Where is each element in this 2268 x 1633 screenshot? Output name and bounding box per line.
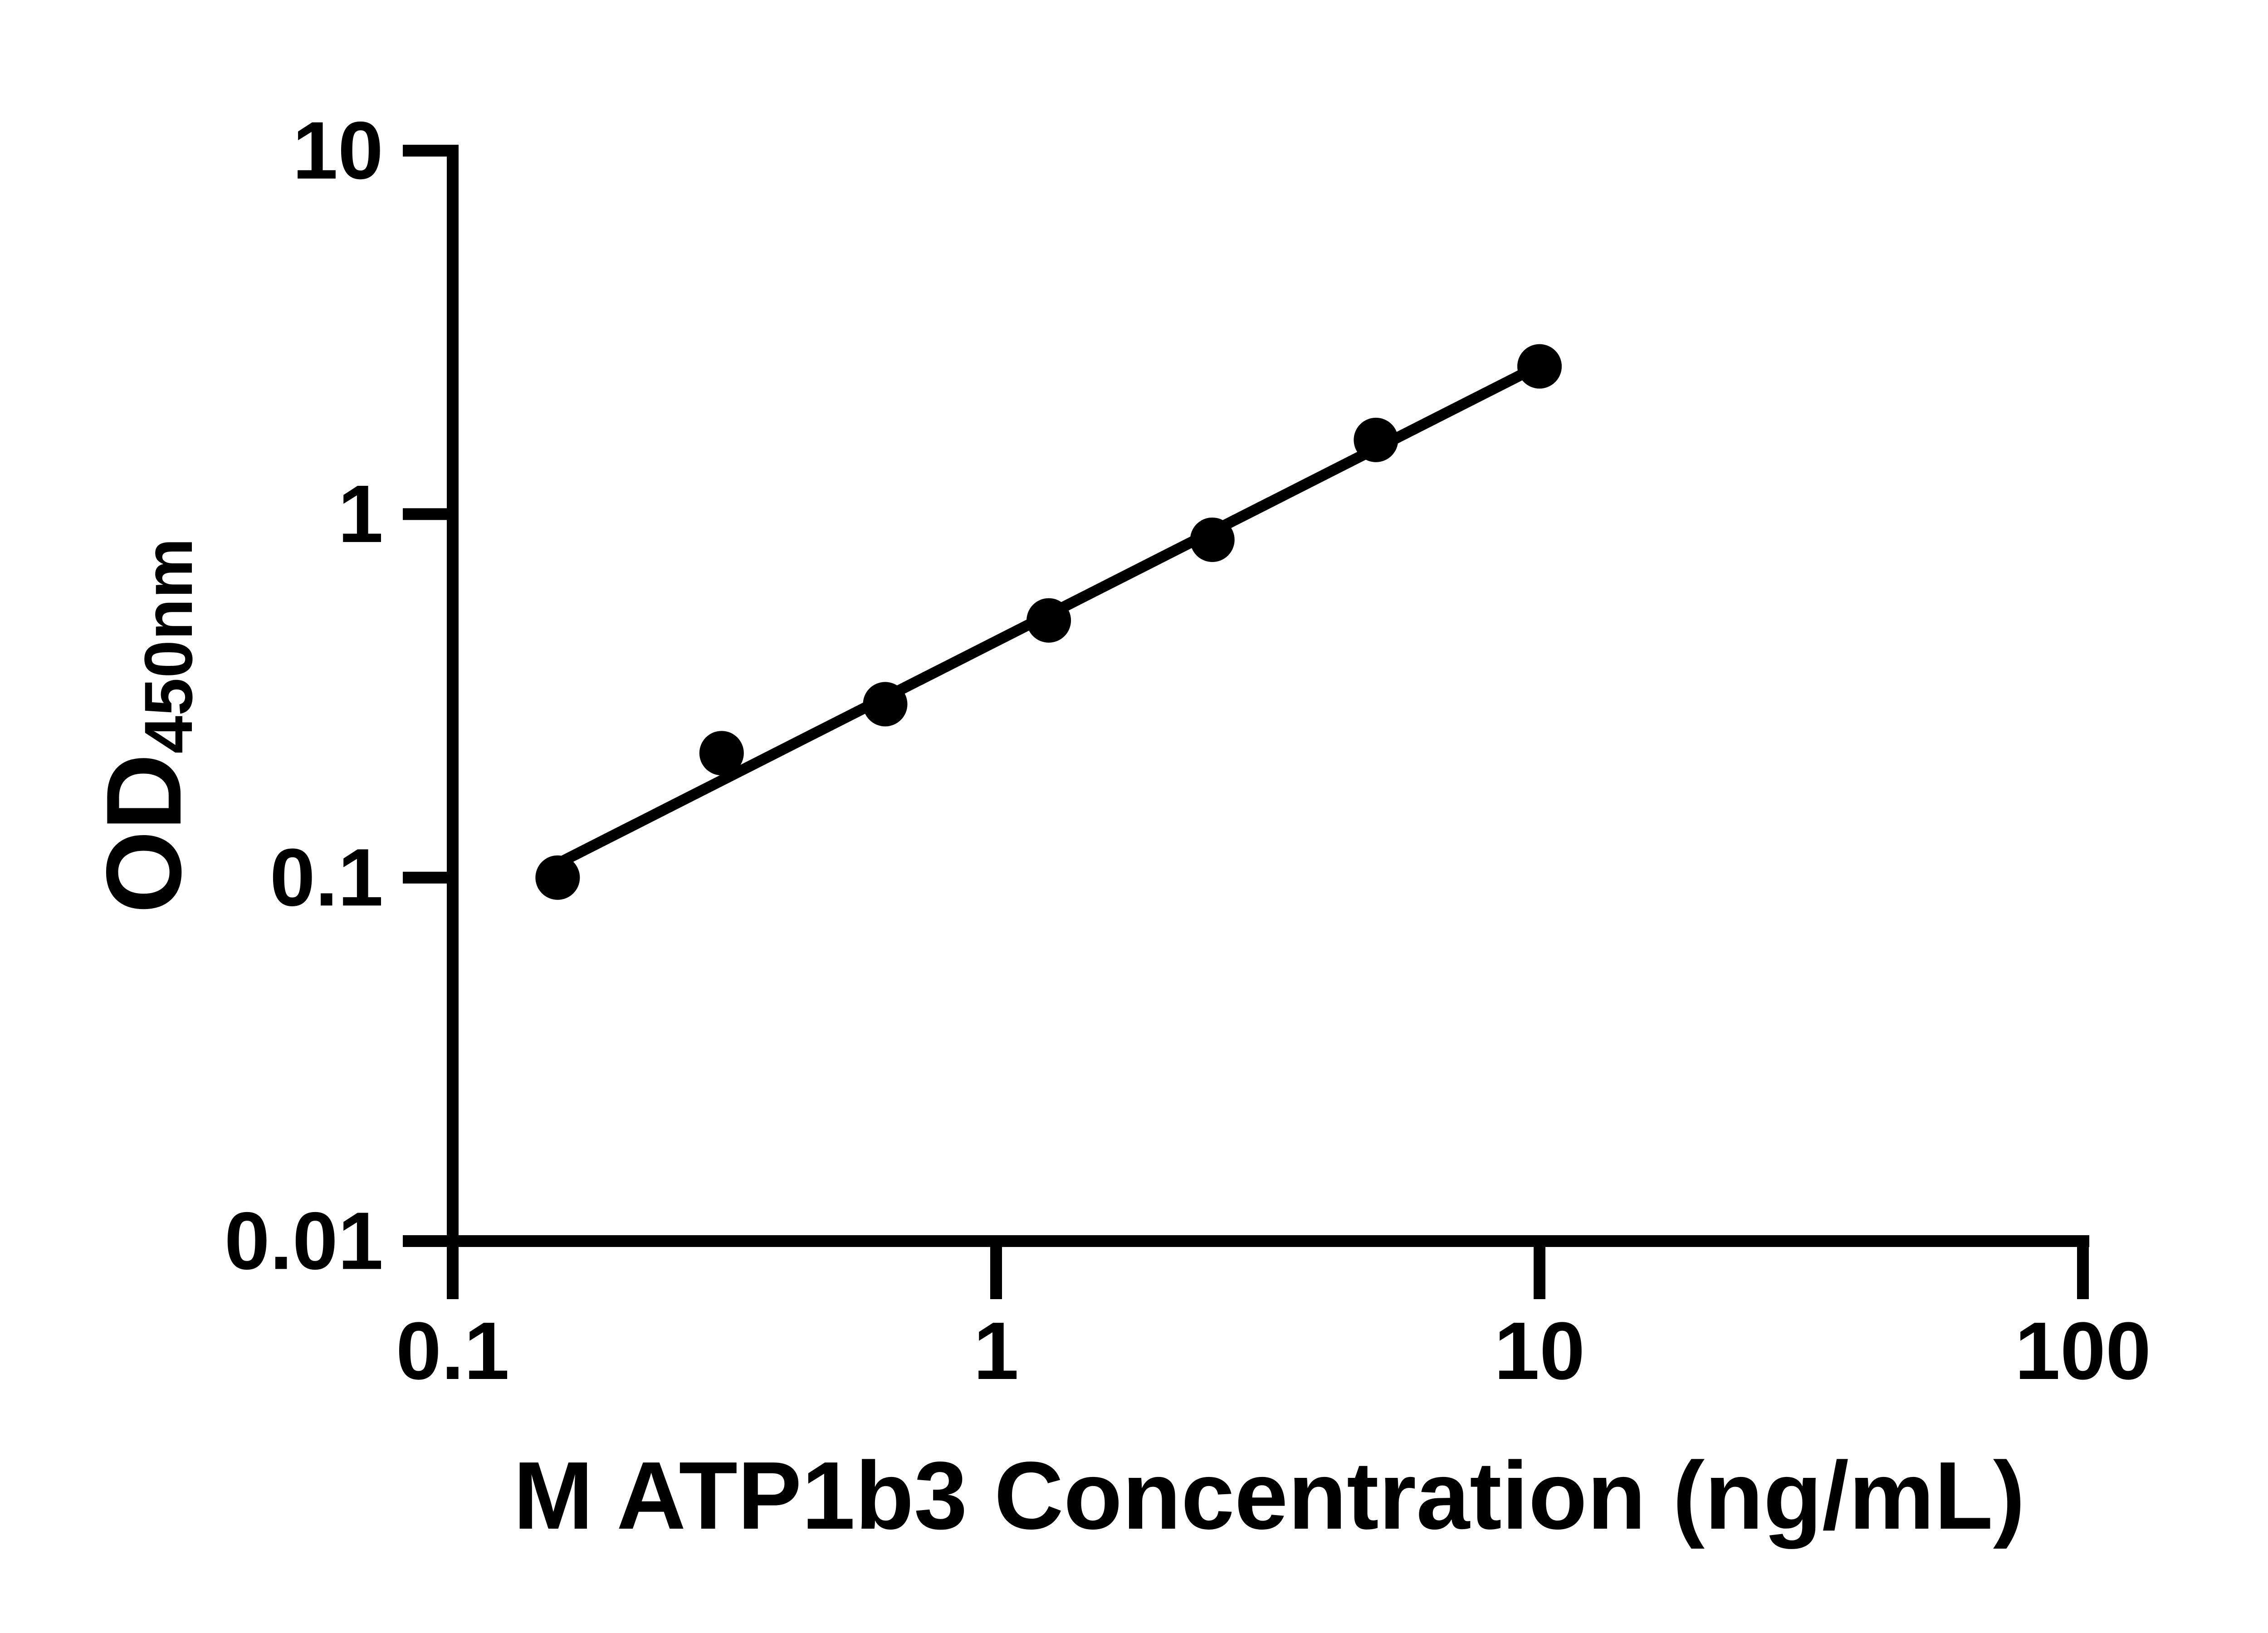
x-tick-label: 1: [973, 1305, 1019, 1397]
data-point: [535, 855, 580, 900]
y-tick-label: 1: [338, 469, 383, 560]
data-point: [699, 731, 744, 776]
data-point: [1190, 517, 1235, 562]
plot-area: [535, 344, 1562, 900]
y-axis-ticks: 0.01 0.1 1 10: [225, 105, 459, 1287]
y-tick-label: 0.01: [225, 1196, 383, 1287]
y-axis-title: OD450nm: [84, 538, 206, 914]
x-axis-title: M ATP1b3 Concentration (ng/mL): [513, 1442, 2025, 1549]
data-point: [1517, 344, 1562, 389]
y-tick-label: 10: [293, 105, 383, 196]
data-point: [1026, 598, 1071, 643]
x-axis-ticks: 0.1 1 10 100: [396, 1241, 2151, 1397]
y-axis-title-main: OD: [84, 753, 203, 914]
data-point: [1354, 417, 1398, 462]
y-tick-label: 0.1: [270, 832, 383, 923]
y-axis-title-subscript: 450nm: [130, 538, 206, 753]
x-tick-label: 0.1: [396, 1305, 509, 1397]
axes: [447, 145, 2089, 1299]
x-tick-label: 100: [2015, 1305, 2151, 1397]
x-tick-label: 10: [1494, 1305, 1585, 1397]
data-point: [863, 682, 908, 727]
